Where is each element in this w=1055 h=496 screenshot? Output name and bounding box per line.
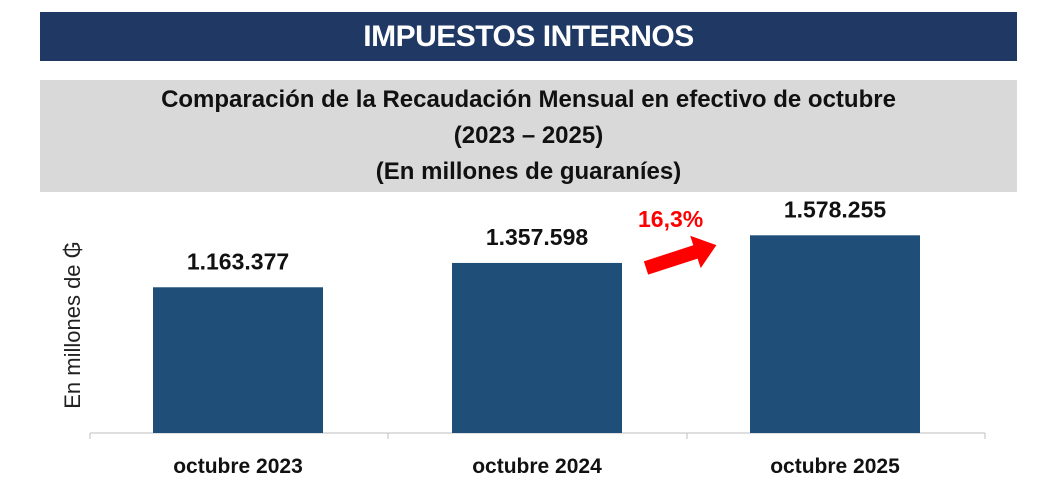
bar-chart: 1.163.377 octubre 2023 1.357.598 octubre 20… <box>89 196 986 478</box>
chart-title-line-1: Comparación de la Recaudación Mensual en… <box>161 86 896 113</box>
chart-title-line-2: (2023 – 2025) <box>453 122 604 149</box>
bar-value-label: 1.578.255 <box>784 196 887 222</box>
bar-1 <box>153 287 323 433</box>
chart-title-box: Comparación de la Recaudación Mensual en… <box>40 80 1017 192</box>
bar-2 <box>452 262 622 433</box>
bar-value-label: 1.163.377 <box>187 248 289 274</box>
category-label: octubre 2024 <box>472 455 602 478</box>
bar-3 <box>750 235 920 433</box>
bar-value-label: 1.357.598 <box>486 224 589 250</box>
growth-arrow-icon <box>643 235 717 275</box>
growth-percentage-label: 16,3% <box>638 206 704 232</box>
category-label: octubre 2025 <box>770 455 900 478</box>
category-label: octubre 2023 <box>173 455 303 478</box>
banner-title: IMPUESTOS INTERNOS <box>40 12 1017 61</box>
growth-arrow-shape <box>643 235 717 275</box>
chart-title-line-3: (En millones de guaraníes) <box>375 158 682 185</box>
